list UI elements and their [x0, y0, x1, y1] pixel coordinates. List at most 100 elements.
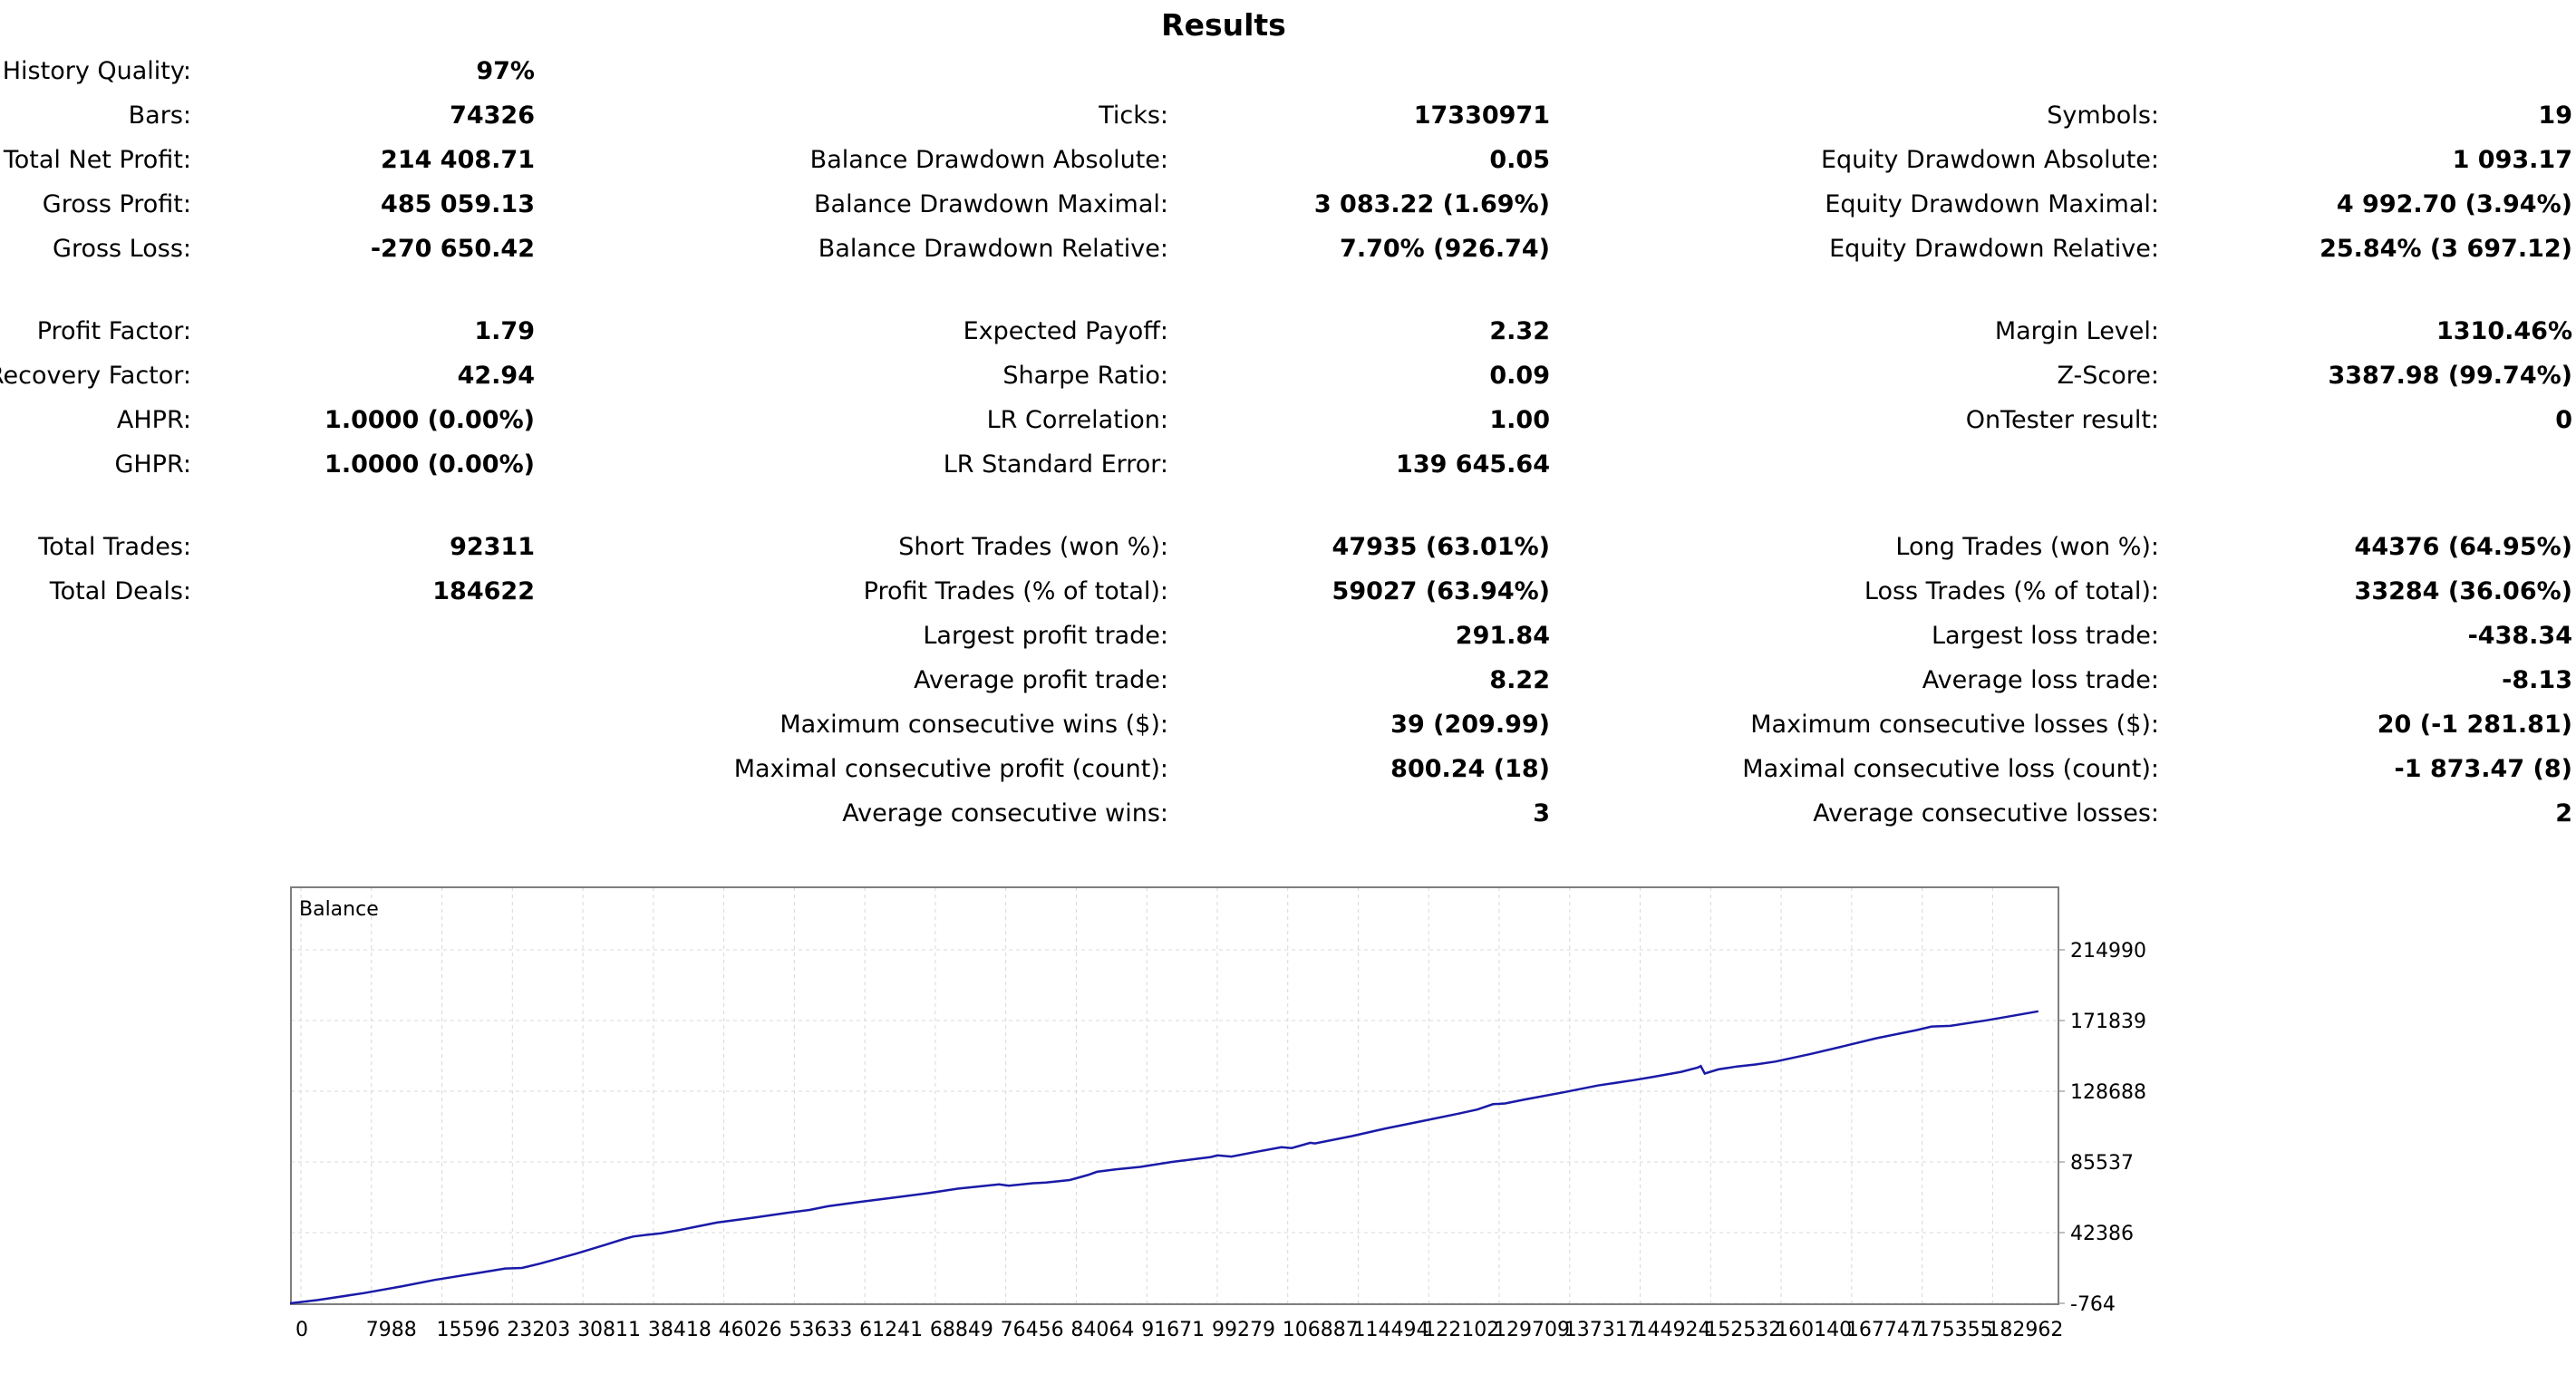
chart-grid [291, 887, 2058, 1304]
stat-label: Gross Profit: [42, 190, 191, 218]
stat-value: 47935 (63.01%) [1332, 533, 1550, 561]
stat-value: 800.24 (18) [1390, 755, 1550, 783]
stat-label: Margin Level: [1994, 317, 2159, 345]
stat-label: Total Net Profit: [3, 146, 191, 174]
stat-label: Largest profit trade: [923, 622, 1168, 650]
stat-label: Profit Trades (% of total): [863, 577, 1168, 605]
stat-value: 20 (-1 281.81) [2377, 711, 2572, 739]
stat-value: 2 [2555, 799, 2572, 827]
stat-label: LR Correlation: [986, 406, 1168, 434]
stat-value: 3387.98 (99.74%) [2328, 362, 2572, 390]
stat-label: Balance Drawdown Maximal: [814, 190, 1168, 218]
stat-value: 97% [476, 57, 535, 85]
x-tick-label: 84064 [1070, 1319, 1134, 1341]
x-tick-label: 152532 [1705, 1319, 1781, 1341]
x-tick-label: 76456 [1001, 1319, 1064, 1341]
stat-label: Expected Payoff: [963, 317, 1168, 345]
stat-value: 3 083.22 (1.69%) [1313, 190, 1550, 218]
y-tick-label: 171839 [2070, 1011, 2146, 1033]
x-tick-label: 15596 [437, 1319, 500, 1341]
x-tick-label: 114494 [1352, 1319, 1428, 1341]
x-tick-label: 91671 [1141, 1319, 1205, 1341]
stat-label: AHPR: [116, 406, 191, 434]
stat-label: Long Trades (won %): [1895, 533, 2159, 561]
x-tick-label: 53633 [789, 1319, 852, 1341]
x-tick-label: 38418 [648, 1319, 712, 1341]
stat-label: Gross Loss: [53, 235, 191, 263]
stat-value: 33284 (36.06%) [2354, 577, 2572, 605]
stat-label: Largest loss trade: [1931, 622, 2159, 650]
stat-value: 214 408.71 [381, 146, 535, 174]
stat-label: Balance Drawdown Absolute: [809, 146, 1168, 174]
stat-value: 1.0000 (0.00%) [324, 406, 535, 434]
x-tick-label: 106887 [1283, 1319, 1359, 1341]
stat-value: 92311 [450, 533, 535, 561]
stat-label: Equity Drawdown Relative: [1829, 235, 2159, 263]
x-tick-label: 61241 [859, 1319, 923, 1341]
stat-value: 139 645.64 [1396, 450, 1550, 479]
y-tick-label: 42386 [2070, 1223, 2134, 1245]
stat-value: 0.09 [1489, 362, 1550, 390]
x-tick-label: 175355 [1917, 1319, 1993, 1341]
stat-label: Average consecutive wins: [842, 799, 1168, 827]
stat-label: Maximum consecutive wins ($): [780, 711, 1168, 739]
stat-value: -438.34 [2467, 622, 2572, 650]
stat-value: -270 650.42 [370, 235, 535, 263]
x-axis-ticks: 0 7988 15596 23203 30811 38418 46026 53633 61241… [295, 1319, 2063, 1341]
stat-label: Equity Drawdown Absolute: [1820, 146, 2159, 174]
stat-value: -8.13 [2502, 666, 2572, 694]
stat-label: GHPR: [114, 450, 191, 479]
series-legend-label: Balance [299, 898, 379, 921]
stat-value: 485 059.13 [381, 190, 535, 218]
x-tick-label: 182962 [1987, 1319, 2063, 1341]
x-tick-label: 99279 [1212, 1319, 1275, 1341]
stat-label: Maximal consecutive profit (count): [733, 755, 1168, 783]
stat-label: Z-Score: [2057, 362, 2159, 390]
stat-value: 25.84% (3 697.12) [2319, 235, 2572, 263]
stat-value: 0 [2555, 406, 2572, 434]
y-tick-label: 128688 [2070, 1081, 2146, 1104]
stat-label: Equity Drawdown Maximal: [1825, 190, 2159, 218]
stat-label: Ticks: [1099, 102, 1168, 130]
stat-label: Average loss trade: [1922, 666, 2159, 694]
x-tick-label: 122102 [1423, 1319, 1499, 1341]
stat-value: 1.0000 (0.00%) [324, 450, 535, 479]
y-tick-label: -764 [2070, 1293, 2116, 1316]
stat-value: 17330971 [1413, 102, 1550, 130]
stat-label: Average consecutive losses: [1813, 799, 2159, 827]
stat-label: Bars: [128, 102, 191, 130]
stat-value: 39 (209.99) [1390, 711, 1550, 739]
stat-label: Balance Drawdown Relative: [818, 235, 1168, 263]
stat-label: Profit Factor: [36, 317, 191, 345]
stat-value: 7.70% (926.74) [1340, 235, 1550, 263]
y-tick-label: 85537 [2070, 1152, 2134, 1175]
page-title: Results [1161, 7, 1286, 43]
stat-value: 1310.46% [2436, 317, 2572, 345]
x-tick-label: 0 [295, 1319, 308, 1341]
x-tick-label: 137317 [1564, 1319, 1641, 1341]
plot-frame [290, 886, 2059, 1305]
x-tick-label: 167747 [1846, 1319, 1922, 1341]
stat-value: 4 992.70 (3.94%) [2336, 190, 2572, 218]
x-tick-label: 129709 [1494, 1319, 1570, 1341]
results-table: History Quality: 97% Bars: 74326 Ticks: 17330… [0, 57, 2572, 827]
stat-value: 3 [1533, 799, 1550, 827]
stat-value: 42.94 [457, 362, 535, 390]
stat-value: 2.32 [1489, 317, 1550, 345]
x-tick-label: 144924 [1635, 1319, 1711, 1341]
balance-chart: Balance 0 7988 15596 23203 30811 38418 46026 53… [289, 886, 2574, 1358]
stat-value: 1.79 [474, 317, 535, 345]
stat-label: Loss Trades (% of total): [1864, 577, 2159, 605]
stat-label: Sharpe Ratio: [1002, 362, 1168, 390]
stat-value: 8.22 [1489, 666, 1550, 694]
x-tick-label: 160140 [1776, 1319, 1852, 1341]
x-tick-label: 23203 [507, 1319, 570, 1341]
stat-value: 184622 [432, 577, 535, 605]
stat-label: Maximum consecutive losses ($): [1750, 711, 2159, 739]
stat-value: 59027 (63.94%) [1332, 577, 1550, 605]
x-tick-label: 7988 [366, 1319, 417, 1341]
stat-label: Symbols: [2047, 102, 2159, 130]
x-tick-label: 30811 [577, 1319, 641, 1341]
stat-label: Recovery Factor: [0, 362, 191, 390]
x-tick-label: 46026 [719, 1319, 782, 1341]
